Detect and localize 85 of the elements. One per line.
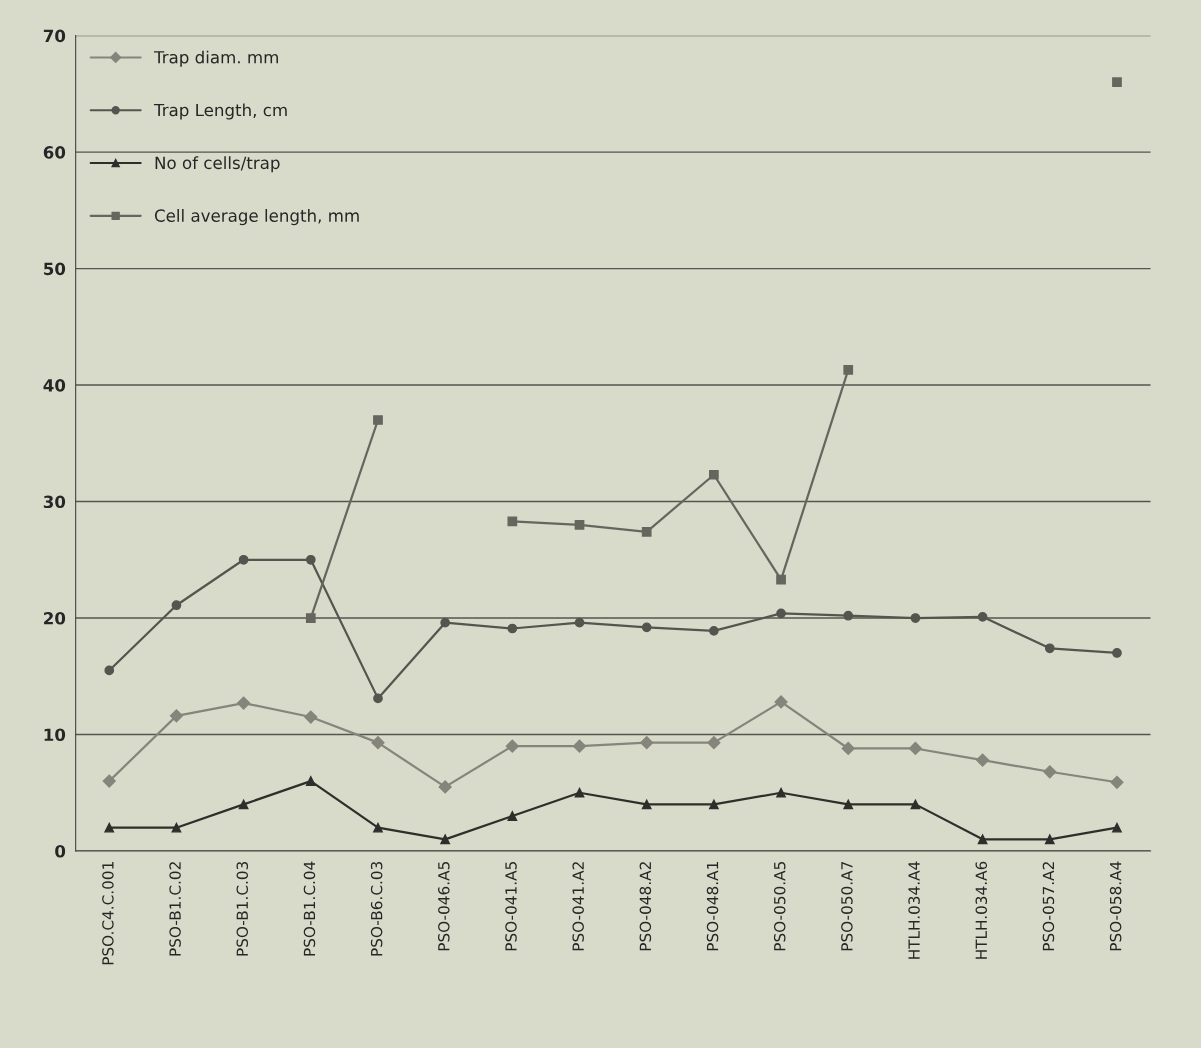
- point: [574, 519, 585, 530]
- x-tick-label: PSO-058.A4: [1109, 861, 1122, 951]
- point: [102, 774, 116, 788]
- x-tick-label: PSO-050.A5: [773, 862, 786, 951]
- point: [841, 741, 855, 756]
- point: [371, 736, 385, 750]
- point: [977, 834, 988, 845]
- point: [171, 600, 182, 611]
- point: [977, 611, 988, 622]
- point: [507, 623, 518, 634]
- point: [373, 822, 383, 833]
- y-tick-label: 70: [43, 29, 66, 43]
- point: [709, 625, 719, 636]
- point: [304, 710, 318, 724]
- point: [776, 574, 786, 585]
- point: [910, 799, 921, 810]
- point: [238, 799, 249, 810]
- x-tick-label: PSO-B1.C.02: [169, 862, 181, 956]
- y-tick-label: 0: [55, 844, 66, 858]
- y-tick-label: 10: [44, 728, 66, 742]
- point: [574, 617, 585, 628]
- point: [438, 780, 452, 794]
- point: [709, 469, 719, 480]
- point: [910, 613, 921, 623]
- point: [104, 665, 115, 676]
- point: [1110, 775, 1124, 789]
- point: [776, 787, 786, 798]
- point: [776, 608, 786, 619]
- point: [1112, 77, 1122, 88]
- x-tick-label: PSO-057.A2: [1042, 862, 1055, 951]
- point: [238, 554, 249, 565]
- legend-label: No of cells/trap: [155, 156, 280, 173]
- point: [169, 709, 184, 723]
- point: [305, 776, 316, 786]
- y-tick-label: 20: [44, 611, 66, 625]
- point: [1044, 643, 1055, 654]
- point: [507, 811, 518, 821]
- point: [843, 365, 854, 375]
- point: [1044, 834, 1055, 845]
- point: [507, 516, 518, 527]
- point: [641, 799, 652, 810]
- x-tick-label: PSO-046.A5: [438, 862, 450, 951]
- point: [373, 415, 383, 425]
- point: [305, 613, 316, 623]
- point: [1112, 822, 1122, 833]
- point: [641, 526, 652, 537]
- point: [440, 617, 451, 628]
- x-tick-label: PSO-048.A2: [639, 862, 652, 951]
- y-tick-label: 50: [44, 262, 66, 276]
- point: [104, 822, 115, 833]
- point: [305, 554, 316, 565]
- legend-label: Trap diam. mm: [153, 50, 278, 67]
- point: [707, 736, 721, 750]
- y-tick-label: 30: [43, 495, 66, 509]
- x-tick-label: HTLH.034.A6: [975, 861, 988, 959]
- y-tick-label: 60: [43, 146, 66, 159]
- point: [1043, 765, 1057, 779]
- x-tick-label: PSO-048.A1: [706, 862, 719, 951]
- point: [440, 834, 451, 845]
- point: [774, 695, 788, 709]
- point: [237, 696, 251, 710]
- legend-label: Cell average length, mm: [154, 209, 359, 226]
- x-tick-label: PSO.C4.C.001: [102, 862, 114, 965]
- point: [976, 753, 990, 767]
- point: [908, 741, 923, 756]
- legend-label: Trap Length, cm: [153, 103, 287, 120]
- point: [709, 799, 719, 810]
- point: [640, 736, 654, 750]
- point: [505, 739, 519, 753]
- point: [843, 799, 854, 810]
- x-tick-label: PSO-041.A2: [572, 862, 584, 951]
- x-tick-label: PSO-041.A5: [505, 862, 517, 951]
- point: [171, 822, 182, 833]
- point: [1112, 648, 1122, 658]
- point: [373, 693, 383, 704]
- point: [843, 610, 854, 621]
- x-tick-label: PSO-B6.C.03: [370, 861, 383, 956]
- point: [574, 787, 585, 798]
- x-tick-label: HTLH.034.A4: [908, 861, 920, 959]
- x-tick-label: PSO-050.A7: [841, 862, 853, 951]
- point: [572, 739, 587, 753]
- point: [641, 622, 652, 633]
- x-tick-label: PSO-B1.C.04: [303, 861, 316, 956]
- y-tick-label: 40: [43, 379, 66, 392]
- x-tick-label: PSO-B1.C.03: [236, 861, 249, 956]
